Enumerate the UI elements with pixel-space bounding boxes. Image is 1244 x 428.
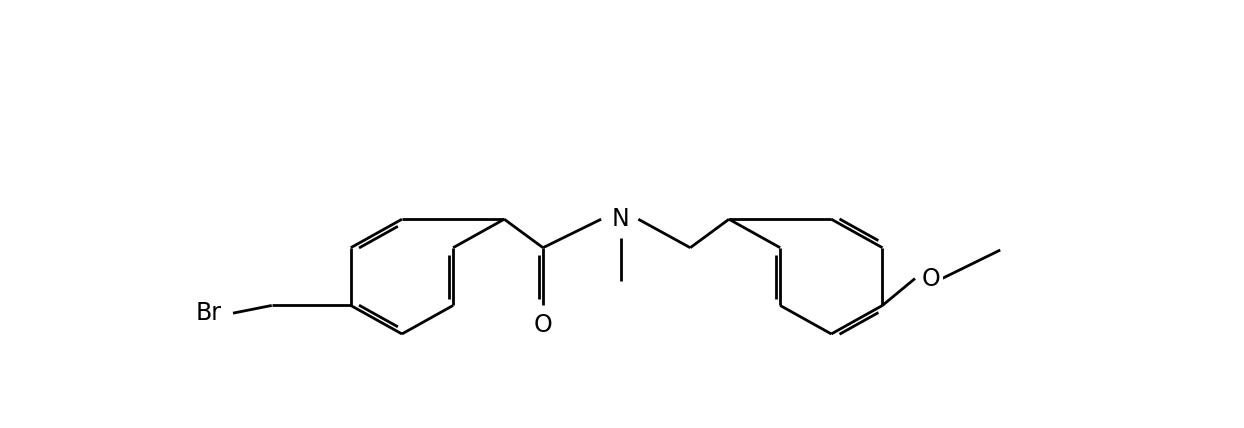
Text: O: O — [534, 313, 552, 337]
Text: N: N — [612, 207, 629, 231]
Text: O: O — [921, 267, 940, 291]
Text: Br: Br — [195, 301, 221, 325]
